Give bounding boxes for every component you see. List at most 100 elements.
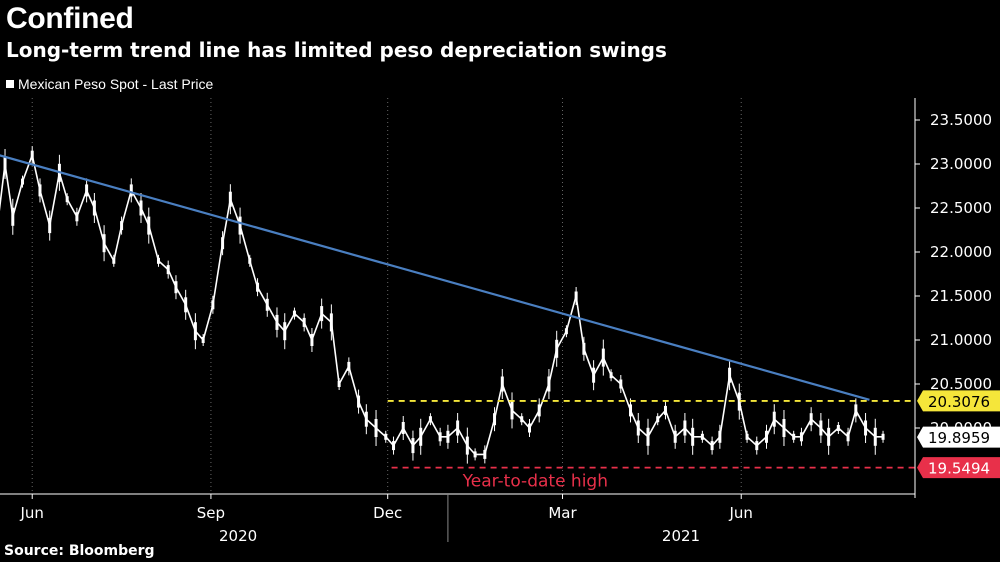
price-candle — [836, 425, 840, 431]
price-candle — [854, 404, 858, 417]
value-label-text: 20.3076 — [928, 393, 990, 411]
price-candle — [184, 297, 188, 313]
value-label-box — [917, 390, 1000, 412]
price-candle — [683, 420, 687, 436]
price-candle — [456, 420, 460, 436]
price-candle — [21, 178, 25, 185]
price-candle — [592, 367, 596, 383]
x-year-label: 2021 — [662, 527, 700, 545]
y-tick-label: 23.0000 — [930, 155, 992, 173]
price-candle — [384, 433, 388, 440]
price-candle — [438, 432, 442, 442]
chart-title: Confined — [6, 2, 134, 35]
value-label-box — [917, 457, 1000, 479]
legend-label: Mexican Peso Spot - Last Price — [18, 76, 214, 92]
price-candle — [147, 216, 151, 235]
price-candle — [357, 395, 361, 408]
price-candle — [401, 422, 405, 434]
price-candle — [555, 339, 559, 358]
price-candle — [582, 342, 586, 355]
price-candle — [527, 423, 531, 433]
price-candle — [636, 420, 640, 436]
price-candle — [85, 184, 89, 197]
price-candle — [38, 184, 42, 197]
y-tick-label: 21.0000 — [930, 331, 992, 349]
trend-line — [0, 154, 870, 401]
price-candle — [673, 430, 677, 443]
price-candle — [745, 433, 749, 440]
y-tick-label: 22.0000 — [930, 243, 992, 261]
price-candle — [329, 313, 333, 332]
price-candle — [11, 207, 15, 226]
price-candle — [211, 300, 215, 310]
price-candle — [156, 257, 160, 264]
price-candle — [228, 191, 232, 207]
price-candle — [619, 379, 623, 389]
price-candle — [337, 381, 341, 387]
value-label-text: 19.8959 — [928, 429, 990, 447]
price-candle — [3, 156, 7, 172]
price-candle — [881, 433, 885, 440]
price-candle — [65, 196, 69, 203]
price-candle — [663, 405, 667, 415]
price-candle — [547, 376, 551, 392]
price-candle — [700, 433, 704, 440]
price-candle — [764, 430, 768, 443]
y-tick-label: 23.5000 — [930, 111, 992, 129]
x-tick-label: Jun — [19, 504, 43, 522]
legend: Mexican Peso Spot - Last Price — [6, 76, 213, 92]
price-candle — [201, 337, 205, 343]
price-candle — [102, 234, 106, 253]
price-candle — [411, 438, 415, 454]
price-candle — [221, 237, 225, 250]
price-candle — [473, 451, 477, 458]
value-label-text: 19.5494 — [928, 460, 990, 478]
y-tick-label: 21.5000 — [930, 287, 992, 305]
price-candle — [718, 430, 722, 443]
price-candle — [629, 404, 633, 417]
price-candle — [873, 427, 877, 446]
price-candle — [737, 392, 741, 411]
price-candle — [520, 416, 524, 423]
price-candle — [656, 416, 660, 423]
price-candle — [48, 218, 52, 234]
x-year-label: 2020 — [219, 527, 257, 545]
price-candle — [174, 281, 178, 294]
price-candle — [392, 441, 396, 451]
price-candle — [120, 221, 124, 231]
price-candle — [374, 419, 378, 437]
ytd-annotation: Year-to-date high — [462, 472, 608, 492]
price-candle — [537, 404, 541, 417]
price-candle — [465, 436, 469, 455]
price-candle — [275, 314, 279, 330]
y-tick-label: 22.5000 — [930, 199, 992, 217]
price-candle — [347, 361, 351, 371]
price-candle — [364, 411, 368, 427]
price-candle — [609, 372, 613, 379]
price-candle — [728, 367, 732, 383]
price-candle — [320, 306, 324, 322]
price-line — [0, 154, 883, 456]
price-candle — [310, 334, 314, 346]
price-candle — [493, 413, 497, 426]
price-candle — [710, 441, 714, 451]
price-candle — [139, 200, 143, 216]
price-candle — [265, 298, 269, 311]
price-candle — [827, 427, 831, 446]
price-candle — [819, 420, 823, 436]
price-candle — [92, 200, 96, 216]
price-candle — [283, 322, 287, 341]
chart-subtitle: Long-term trend line has limited peso de… — [6, 38, 667, 62]
price-candle — [601, 348, 605, 367]
price-candle — [646, 427, 650, 446]
price-candle — [419, 427, 423, 446]
price-candle — [446, 430, 450, 443]
x-tick-label: Mar — [548, 504, 577, 522]
price-candle — [238, 216, 242, 235]
price-candle — [574, 291, 578, 301]
price-candle — [292, 310, 296, 317]
price-candle — [500, 376, 504, 392]
price-candle — [792, 433, 796, 440]
price-candle — [782, 419, 786, 437]
